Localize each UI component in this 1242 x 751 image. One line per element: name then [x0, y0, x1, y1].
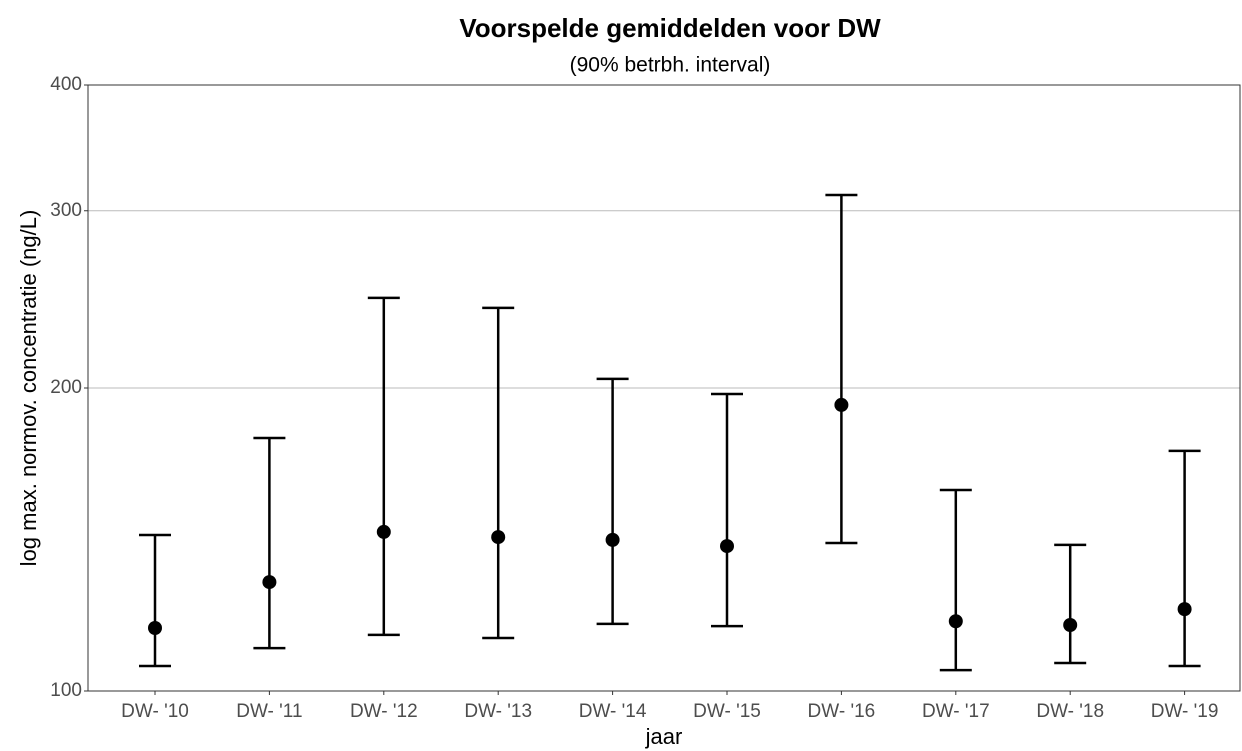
y-tick-label: 200	[50, 377, 82, 398]
x-tick-label: DW- '15	[693, 701, 761, 722]
point	[834, 397, 849, 412]
point	[720, 539, 734, 554]
y-axis-label: log max. normov. concentratie (ng/L)	[16, 210, 41, 567]
point	[491, 530, 506, 545]
chart-title: Voorspelde gemiddelden voor DW	[459, 13, 881, 43]
x-tick-label: DW- '12	[350, 701, 418, 722]
point	[148, 621, 162, 636]
x-tick-label: DW- '14	[579, 701, 647, 722]
chart-subtitle: (90% betrbh. interval)	[570, 54, 771, 77]
x-tick-label: DW- '11	[236, 701, 302, 722]
x-tick-label: DW- '13	[464, 701, 532, 722]
x-tick-label: DW- '10	[121, 701, 189, 722]
point	[262, 575, 277, 590]
y-tick-label: 400	[50, 74, 82, 95]
y-tick-label: 300	[50, 200, 82, 221]
y-tick-label: 100	[50, 680, 82, 701]
point	[1177, 602, 1192, 617]
x-tick-label: DW- '17	[922, 701, 990, 722]
x-tick-label: DW- '18	[1036, 701, 1104, 722]
point	[1063, 617, 1078, 632]
point	[948, 614, 963, 629]
point	[376, 524, 391, 539]
point	[605, 532, 620, 547]
x-tick-label: DW- '19	[1151, 701, 1219, 722]
x-axis-label: jaar	[645, 724, 683, 749]
plot-border	[87, 84, 1241, 692]
x-tick-label: DW- '16	[808, 701, 876, 722]
